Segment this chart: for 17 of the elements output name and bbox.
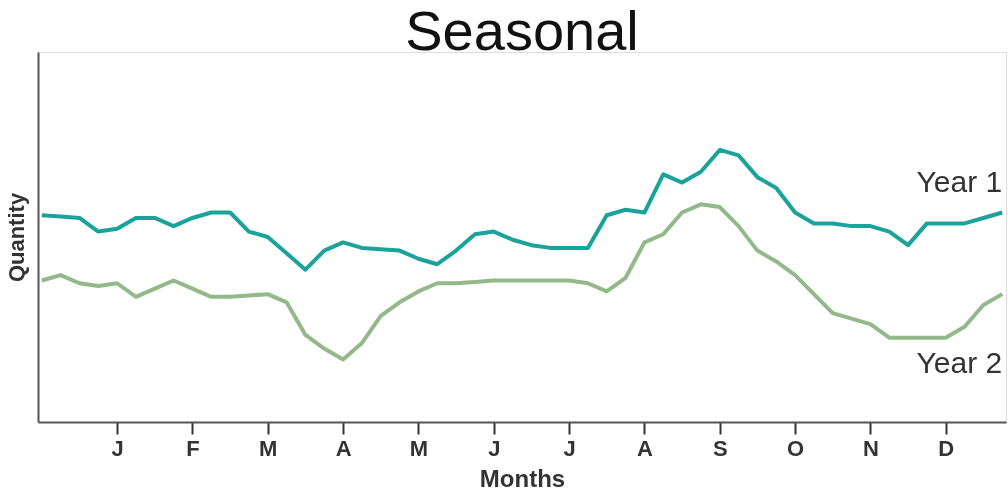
x-tick-label: A bbox=[335, 435, 352, 461]
x-tick-label: M bbox=[259, 435, 278, 461]
series-label: Year 1 bbox=[916, 164, 1003, 198]
x-tick-label: F bbox=[186, 435, 200, 461]
y-axis-title: Quantity bbox=[3, 192, 29, 283]
series-label: Year 2 bbox=[916, 346, 1003, 380]
x-tick-label: O bbox=[787, 435, 805, 461]
x-tick-label: A bbox=[636, 435, 653, 461]
x-tick-label: M bbox=[409, 435, 429, 461]
x-tick-label: N bbox=[862, 435, 879, 461]
x-tick-label: J bbox=[488, 435, 501, 461]
x-tick-label: D bbox=[938, 435, 955, 461]
x-tick-label: J bbox=[111, 435, 124, 461]
chart-title: Seasonal bbox=[405, 0, 639, 62]
x-axis-title: Months bbox=[479, 464, 566, 492]
x-tick-label: S bbox=[712, 435, 728, 461]
x-tick-label: J bbox=[563, 435, 576, 461]
